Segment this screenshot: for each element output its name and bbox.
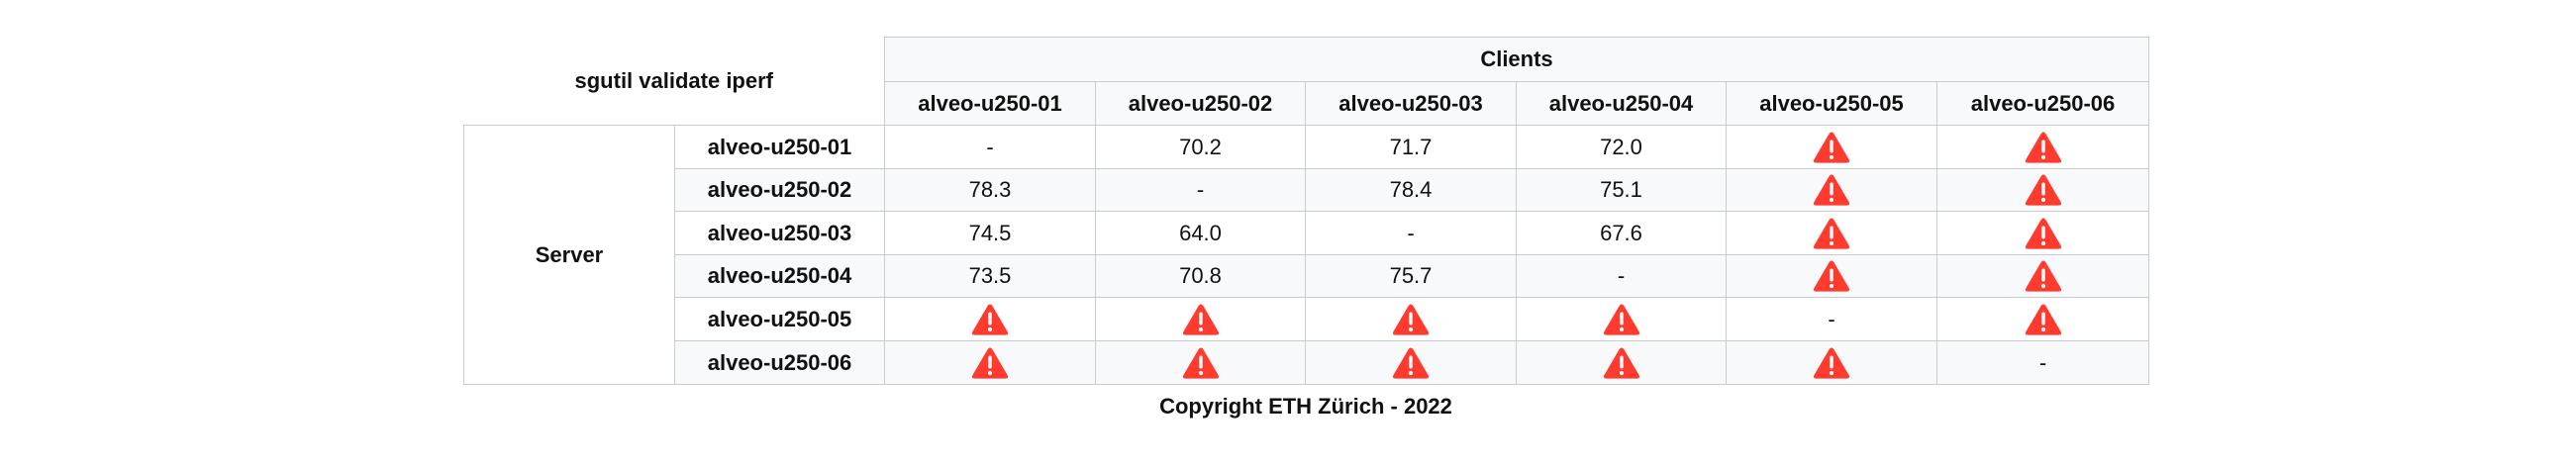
client-column-header: alveo-u250-04 — [1516, 81, 1727, 126]
result-cell-warning — [1726, 211, 1937, 255]
warning-triangle-icon — [1727, 259, 1936, 293]
result-cell: 78.4 — [1305, 168, 1517, 212]
result-cell-warning — [1095, 340, 1306, 385]
warning-triangle-icon — [1727, 131, 1936, 164]
server-row-header: alveo-u250-06 — [674, 340, 885, 385]
result-cell: - — [1936, 340, 2149, 385]
client-column-header: alveo-u250-02 — [1095, 81, 1306, 126]
warning-triangle-icon — [1517, 346, 1726, 380]
server-row-header: alveo-u250-01 — [674, 125, 885, 169]
table-title: sgutil validate iperf — [574, 67, 774, 93]
client-column-header: alveo-u250-03 — [1305, 81, 1517, 126]
server-row-header: alveo-u250-04 — [674, 254, 885, 298]
warning-triangle-icon — [1727, 173, 1936, 207]
result-cell-warning — [1936, 168, 2149, 212]
result-cell: - — [1305, 211, 1517, 255]
warning-triangle-icon — [1937, 259, 2148, 293]
iperf-results-table-wrapper: sgutil validate iperf Clients alveo-u250… — [463, 37, 2149, 385]
result-cell-warning — [884, 340, 1096, 385]
result-cell: 72.0 — [1516, 125, 1727, 169]
server-row-header: alveo-u250-03 — [674, 211, 885, 255]
warning-triangle-icon — [1517, 303, 1726, 336]
result-cell-warning — [1936, 125, 2149, 169]
warning-triangle-icon — [1096, 303, 1305, 336]
result-cell: 71.7 — [1305, 125, 1517, 169]
result-cell-warning — [884, 297, 1096, 341]
result-cell-warning — [1305, 340, 1517, 385]
warning-triangle-icon — [885, 346, 1095, 380]
warning-triangle-icon — [1096, 346, 1305, 380]
result-cell-warning — [1726, 340, 1937, 385]
iperf-results-table: sgutil validate iperf Clients alveo-u250… — [463, 37, 2149, 385]
server-row-header: alveo-u250-05 — [674, 297, 885, 341]
warning-triangle-icon — [1306, 303, 1516, 336]
table-row: alveo-u250-02 78.3-78.4 75.1 — [464, 168, 2149, 212]
result-cell: - — [1726, 297, 1937, 341]
result-cell-warning — [1516, 297, 1727, 341]
client-column-header: alveo-u250-01 — [884, 81, 1096, 126]
result-cell-warning — [1936, 254, 2149, 298]
result-cell: 78.3 — [884, 168, 1096, 212]
copyright-footer: Copyright ETH Zürich - 2022 — [1159, 394, 1452, 419]
warning-triangle-icon — [1937, 173, 2148, 207]
table-body: Server alveo-u250-01-70.2 71.7 72.0 alveo-u2… — [463, 125, 2149, 385]
result-cell-warning — [1726, 125, 1937, 169]
client-column-headers: alveo-u250-01 alveo-u250-02 alveo-u250-03 a… — [464, 81, 2149, 126]
warning-triangle-icon — [1937, 131, 2148, 164]
result-cell: 74.5 — [884, 211, 1096, 255]
result-cell-warning — [1936, 211, 2149, 255]
client-column-header: alveo-u250-05 — [1726, 81, 1937, 126]
warning-triangle-icon — [1727, 217, 1936, 250]
result-cell: 70.8 — [1095, 254, 1306, 298]
client-column-header: alveo-u250-06 — [1936, 81, 2149, 126]
result-cell: 64.0 — [1095, 211, 1306, 255]
warning-triangle-icon — [1306, 346, 1516, 380]
result-cell: 67.6 — [1516, 211, 1727, 255]
table-row: alveo-u250-05 - — [464, 297, 2149, 341]
result-cell-warning — [1516, 340, 1727, 385]
result-cell-warning — [1726, 254, 1937, 298]
result-cell-warning — [1095, 297, 1306, 341]
warning-triangle-icon — [1727, 346, 1936, 380]
result-cell: - — [1095, 168, 1306, 212]
warning-triangle-icon — [1937, 217, 2148, 250]
result-cell: - — [1516, 254, 1727, 298]
result-cell: 75.1 — [1516, 168, 1727, 212]
warning-triangle-icon — [885, 303, 1095, 336]
result-cell-warning — [1305, 297, 1517, 341]
result-cell-warning — [1936, 297, 2149, 341]
server-row-header: alveo-u250-02 — [674, 168, 885, 212]
server-label: Server — [463, 125, 675, 385]
table-row: alveo-u250-04 73.5 70.8 75.7- — [464, 254, 2149, 298]
warning-triangle-icon — [1937, 303, 2148, 336]
table-row: Server alveo-u250-01-70.2 71.7 72.0 — [463, 125, 2149, 385]
result-cell: 75.7 — [1305, 254, 1517, 298]
result-cell-warning — [1726, 168, 1937, 212]
clients-header: Clients — [884, 37, 2149, 82]
result-cell: - — [884, 125, 1096, 169]
result-cell: 70.2 — [1095, 125, 1306, 169]
table-row: alveo-u250-03 74.5 64.0-67.6 — [464, 211, 2149, 255]
table-row: alveo-u250-06 - — [464, 340, 2149, 385]
result-cell: 73.5 — [884, 254, 1096, 298]
